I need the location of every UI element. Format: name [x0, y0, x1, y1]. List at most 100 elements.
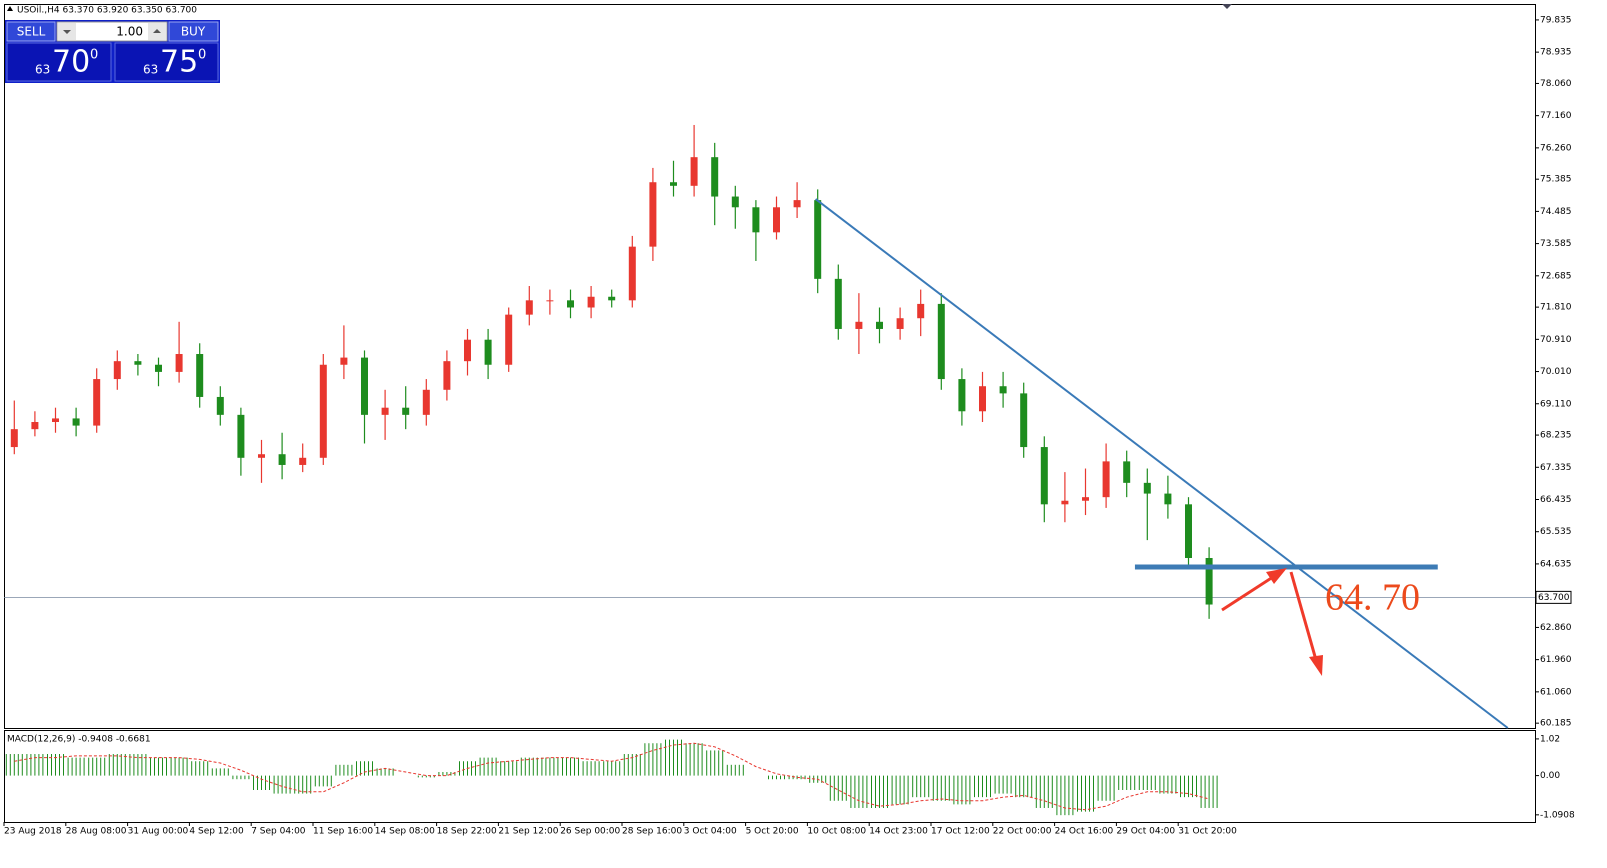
y-tick-label: -1.0908 [1540, 810, 1575, 820]
signal-line [14, 742, 1210, 811]
candle-body [567, 300, 574, 308]
y-tick-label: 0.00 [1540, 771, 1560, 781]
arrows [1221, 568, 1323, 676]
buy-button[interactable] [168, 21, 219, 42]
candle-body [299, 457, 307, 465]
candle-body [1164, 493, 1172, 505]
y-tick-label: 73.585 [1540, 239, 1572, 249]
candle-body [690, 157, 698, 186]
candle-body [175, 354, 183, 372]
candle-body [31, 422, 39, 430]
y-tick-label: 65.535 [1540, 527, 1572, 537]
candle-body [381, 407, 389, 415]
candle-body [505, 314, 513, 365]
macd-pane-frame [4, 730, 1536, 823]
buy-label: BUY [181, 25, 206, 39]
volume-box[interactable] [56, 21, 168, 42]
y-tick-label: 79.835 [1540, 15, 1572, 25]
plot: 79.835 78.935 78.060 77.160 76.260 75.385 74.4… [3, 15, 1575, 837]
bid-box[interactable] [6, 42, 112, 82]
candle-body [937, 303, 945, 380]
macd-title: MACD(12,26,9) -0.9408 -0.6681 [7, 735, 151, 745]
x-tick-label: 11 Sep 16:00 [313, 827, 373, 837]
candle-body [134, 361, 142, 365]
bid-sup: 0 [90, 48, 98, 63]
arrow-head [1266, 568, 1287, 584]
sell-button[interactable] [6, 21, 56, 42]
candle-body [773, 207, 780, 233]
candle-body [113, 361, 121, 380]
y-tick-label: 68.235 [1540, 431, 1572, 441]
candle-body [1123, 461, 1131, 483]
candle-body [649, 182, 657, 247]
arrow-down [1289, 571, 1318, 661]
candle-body [979, 386, 986, 412]
x-tick-label: 4 Sep 12:00 [189, 827, 244, 837]
x-tick-label: 17 Oct 12:00 [931, 827, 990, 837]
up-arrow [153, 29, 161, 33]
x-tick-label: 18 Sep 22:00 [437, 827, 497, 837]
candle-body [258, 454, 265, 458]
main-pane-frame [4, 4, 1536, 729]
bid-main: 70 [52, 45, 90, 80]
y-tick-label: 70.910 [1540, 335, 1572, 345]
candle-body [1143, 482, 1151, 494]
x-tick-label: 31 Aug 00:00 [128, 827, 189, 837]
x-tick-label: 24 Oct 16:00 [1055, 827, 1114, 837]
current-price-label: 63.700 [1538, 593, 1570, 603]
candle-body [402, 407, 410, 415]
y-tick-label: 74.485 [1540, 207, 1572, 217]
symbol-icon [7, 6, 13, 11]
y-tick-label: 75.385 [1540, 175, 1572, 185]
arrow-head [1309, 655, 1323, 676]
ask-box[interactable] [114, 42, 219, 82]
y-tick-label: 61.060 [1540, 687, 1572, 697]
candle-body [896, 318, 904, 329]
candle-body [443, 361, 451, 390]
arrow-up [1221, 573, 1277, 612]
candle-body [958, 379, 966, 412]
candle-body [1082, 497, 1089, 501]
y-tick-label: 78.060 [1540, 79, 1572, 89]
current-price-box [1535, 590, 1572, 604]
candle-body [1020, 393, 1028, 448]
y-tick-label: 64.635 [1540, 559, 1572, 569]
candle-body [628, 246, 636, 301]
candle-body [855, 321, 863, 329]
shift-marker [1222, 4, 1232, 9]
candle-body [484, 339, 492, 365]
candle-body [525, 300, 533, 315]
x-tick-label: 29 Oct 04:00 [1116, 827, 1175, 837]
candle-body [546, 300, 554, 302]
candle-body [670, 182, 677, 186]
candle-body [1061, 500, 1069, 505]
x-tick-label: 5 Oct 20:00 [746, 827, 799, 837]
y-tick-label: 62.860 [1540, 623, 1572, 633]
y-tick-label: 77.160 [1540, 111, 1572, 121]
candle-body [52, 418, 59, 423]
y-tick-label: 67.335 [1540, 463, 1572, 473]
candle-body [1205, 558, 1213, 605]
y-tick-label: 70.010 [1540, 367, 1572, 377]
x-tick-label: 14 Sep 08:00 [375, 827, 435, 837]
candle-body [237, 414, 245, 458]
candle-body [1102, 461, 1110, 498]
x-tick-label: 14 Oct 23:00 [869, 827, 928, 837]
candle-body [814, 200, 822, 279]
ask-sup: 0 [198, 48, 206, 63]
sell-label: SELL [17, 25, 46, 39]
y-tick-label: 76.260 [1540, 143, 1572, 153]
y-tick-label: 69.110 [1540, 399, 1572, 409]
candle-body [10, 429, 18, 448]
candle-body [216, 396, 224, 415]
candle-body [72, 418, 80, 426]
ask-big: 63 [143, 63, 158, 77]
candle-body [587, 296, 595, 308]
candle-body [793, 200, 801, 208]
candle-body [319, 364, 327, 458]
x-tick-label: 26 Sep 00:00 [560, 827, 620, 837]
y-tick-label: 72.685 [1540, 271, 1572, 281]
y-tick-label: 1.02 [1540, 734, 1560, 744]
candle-body [1185, 504, 1192, 559]
